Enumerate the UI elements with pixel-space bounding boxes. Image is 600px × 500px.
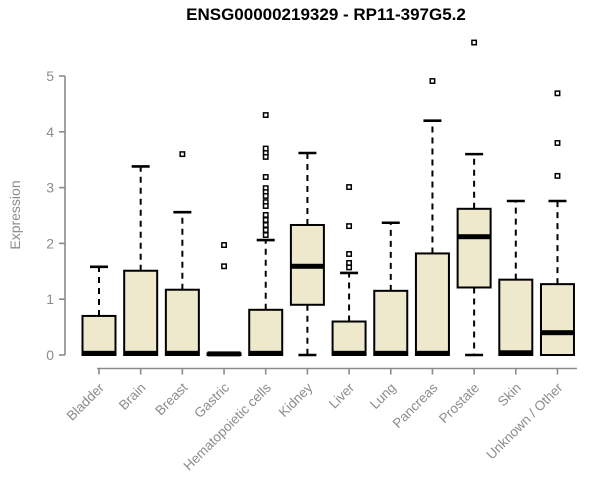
iqr-box bbox=[373, 289, 409, 356]
boxplot-unknown-other bbox=[539, 90, 575, 356]
y-tick-label: 4 bbox=[46, 124, 54, 140]
median-bar bbox=[207, 351, 241, 357]
outlier-point bbox=[346, 184, 353, 190]
median-bar bbox=[249, 350, 283, 356]
outlier-point bbox=[554, 140, 561, 146]
median-bar bbox=[540, 330, 574, 336]
outlier-point bbox=[262, 174, 269, 180]
iqr-box bbox=[498, 278, 534, 357]
boxplot-breast bbox=[164, 151, 200, 356]
outlier-point bbox=[262, 222, 269, 228]
outlier-point bbox=[262, 112, 269, 119]
x-category-label-brain: Brain bbox=[116, 380, 149, 413]
x-category-label-kidney: Kidney bbox=[276, 380, 316, 420]
outlier-point bbox=[471, 39, 478, 46]
outlier-point bbox=[179, 151, 186, 158]
chart-title: ENSG00000219329 - RP11-397G5.2 bbox=[186, 5, 466, 24]
y-tick-label: 3 bbox=[46, 180, 54, 196]
outlier-point bbox=[221, 263, 227, 270]
x-category-label-bladder: Bladder bbox=[64, 380, 108, 424]
outlier-point bbox=[262, 193, 269, 199]
outlier-point bbox=[346, 264, 353, 271]
outlier-point bbox=[262, 227, 269, 233]
y-tick-label: 0 bbox=[46, 347, 54, 363]
outlier-point bbox=[262, 211, 269, 218]
outlier-point bbox=[262, 203, 269, 209]
iqr-box bbox=[123, 269, 159, 357]
x-category-label-lung: Lung bbox=[367, 380, 399, 412]
iqr-box bbox=[248, 308, 284, 356]
median-bar bbox=[124, 350, 158, 356]
outlier-point bbox=[346, 251, 353, 257]
median-bar bbox=[332, 350, 366, 356]
median-bar bbox=[415, 350, 449, 356]
y-tick-label: 5 bbox=[46, 68, 54, 84]
iqr-box bbox=[81, 314, 117, 357]
outlier-point bbox=[221, 242, 227, 249]
median-bar bbox=[290, 263, 324, 269]
x-category-label-pancreas: Pancreas bbox=[390, 380, 441, 431]
median-bar bbox=[374, 350, 408, 356]
boxplot-kidney bbox=[289, 151, 325, 357]
iqr-box bbox=[414, 252, 450, 356]
boxplot-bladder bbox=[81, 265, 117, 357]
boxplot-gastric bbox=[206, 242, 242, 357]
outlier-point bbox=[554, 172, 561, 179]
boxplot-liver bbox=[331, 184, 367, 356]
boxplot-brain bbox=[123, 165, 159, 357]
median-bar bbox=[82, 350, 116, 356]
y-tick-label: 2 bbox=[46, 235, 54, 251]
outlier-point bbox=[346, 223, 353, 230]
x-category-label-prostate: Prostate bbox=[436, 380, 482, 426]
boxplot-hematopoietic-cells bbox=[248, 112, 284, 356]
outlier-point bbox=[262, 217, 269, 223]
boxplot-skin bbox=[498, 199, 534, 357]
outlier-point bbox=[429, 78, 436, 84]
x-category-label-skin: Skin bbox=[495, 380, 524, 409]
median-bar bbox=[457, 234, 491, 240]
x-category-label-breast: Breast bbox=[152, 380, 190, 418]
y-tick-label: 1 bbox=[46, 291, 54, 307]
x-category-label-gastric: Gastric bbox=[191, 380, 232, 421]
boxplot-lung bbox=[373, 221, 409, 356]
median-bar bbox=[499, 350, 533, 356]
x-category-label-unknown-other: Unknown / Other bbox=[483, 380, 566, 463]
iqr-box bbox=[331, 320, 367, 356]
iqr-box bbox=[456, 207, 492, 289]
iqr-box bbox=[164, 288, 200, 356]
x-category-label-liver: Liver bbox=[326, 380, 358, 412]
outlier-point bbox=[262, 153, 269, 160]
boxplot-pancreas bbox=[414, 78, 450, 356]
y-axis: 0 1 2 3 4 5 bbox=[46, 68, 66, 363]
outlier-point bbox=[262, 232, 269, 238]
median-bar bbox=[165, 350, 199, 356]
outlier-point bbox=[554, 90, 561, 97]
boxplot-prostate bbox=[456, 39, 492, 357]
iqr-box bbox=[539, 283, 575, 356]
